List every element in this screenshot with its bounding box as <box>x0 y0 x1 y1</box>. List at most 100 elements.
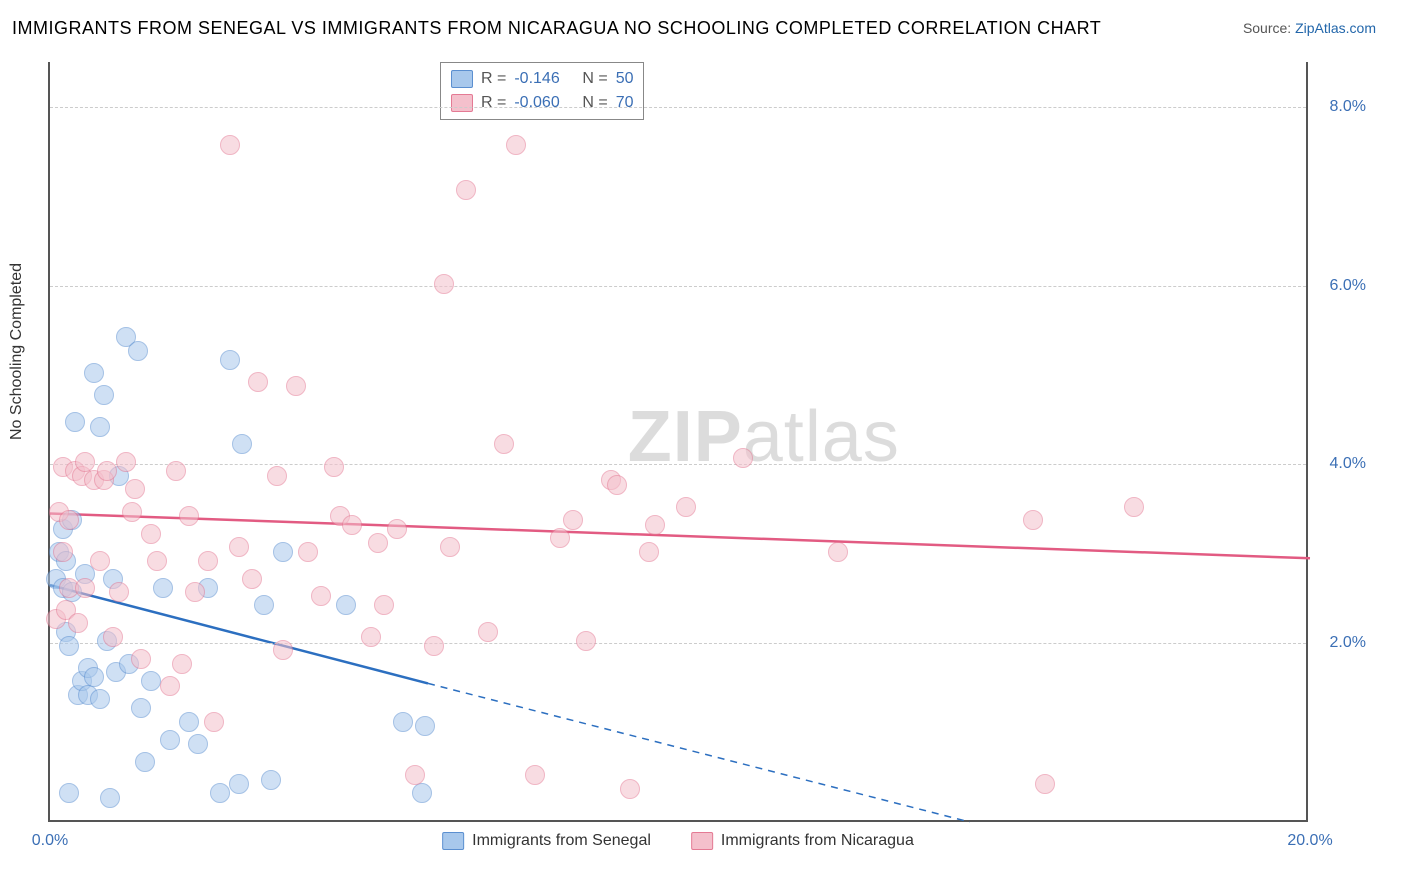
data-point <box>273 640 293 660</box>
data-point <box>440 537 460 557</box>
data-point <box>374 595 394 615</box>
data-point <box>424 636 444 656</box>
data-point <box>387 519 407 539</box>
data-point <box>298 542 318 562</box>
data-point <box>131 649 151 669</box>
data-point <box>336 595 356 615</box>
data-point <box>53 542 73 562</box>
gridline <box>50 643 1306 644</box>
data-point <box>1124 497 1144 517</box>
legend-label: Immigrants from Senegal <box>472 832 651 850</box>
data-point <box>94 385 114 405</box>
data-point <box>342 515 362 535</box>
data-point <box>116 452 136 472</box>
data-point <box>229 537 249 557</box>
data-point <box>128 341 148 361</box>
data-point <box>103 627 123 647</box>
data-point <box>828 542 848 562</box>
y-tick-label: 6.0% <box>1330 277 1366 295</box>
gridline <box>50 286 1306 287</box>
data-point <box>141 671 161 691</box>
legend-item: Immigrants from Nicaragua <box>691 832 914 850</box>
data-point <box>179 506 199 526</box>
x-tick-label: 20.0% <box>1287 832 1332 850</box>
legend-swatch <box>442 832 464 850</box>
data-point <box>188 734 208 754</box>
n-value: 50 <box>616 70 634 88</box>
source-attribution: Source: ZipAtlas.com <box>1243 20 1376 36</box>
data-point <box>90 417 110 437</box>
data-point <box>90 689 110 709</box>
data-point <box>59 636 79 656</box>
n-value: 70 <box>616 94 634 112</box>
legend-label: Immigrants from Nicaragua <box>721 832 914 850</box>
data-point <box>1035 774 1055 794</box>
data-point <box>550 528 570 548</box>
y-tick-label: 8.0% <box>1330 98 1366 116</box>
data-point <box>59 510 79 530</box>
data-point <box>311 586 331 606</box>
data-point <box>84 667 104 687</box>
data-point <box>267 466 287 486</box>
data-point <box>324 457 344 477</box>
data-point <box>620 779 640 799</box>
data-point <box>84 363 104 383</box>
data-point <box>607 475 627 495</box>
data-point <box>160 676 180 696</box>
data-point <box>141 524 161 544</box>
r-label: R = <box>481 70 506 88</box>
legend-swatch <box>451 94 473 112</box>
stats-legend-row: R =-0.060N =70 <box>451 91 633 115</box>
data-point <box>248 372 268 392</box>
data-point <box>393 712 413 732</box>
legend-swatch <box>451 70 473 88</box>
plot-area: ZIPatlas R =-0.146N =50R =-0.060N =70 Im… <box>48 62 1308 822</box>
data-point <box>361 627 381 647</box>
data-point <box>220 350 240 370</box>
data-point <box>254 595 274 615</box>
data-point <box>229 774 249 794</box>
legend-item: Immigrants from Senegal <box>442 832 651 850</box>
data-point <box>97 461 117 481</box>
data-point <box>434 274 454 294</box>
data-point <box>405 765 425 785</box>
data-point <box>210 783 230 803</box>
data-point <box>456 180 476 200</box>
data-point <box>273 542 293 562</box>
chart-title: IMMIGRANTS FROM SENEGAL VS IMMIGRANTS FR… <box>12 18 1101 39</box>
data-point <box>1023 510 1043 530</box>
data-point <box>576 631 596 651</box>
stats-legend-box: R = -0.146 N = 50 R =-0.060N =70 <box>440 62 644 120</box>
data-point <box>125 479 145 499</box>
data-point <box>59 783 79 803</box>
data-point <box>90 551 110 571</box>
data-point <box>220 135 240 155</box>
data-point <box>131 698 151 718</box>
data-point <box>676 497 696 517</box>
x-tick-label: 0.0% <box>32 832 68 850</box>
r-value: -0.146 <box>514 70 574 88</box>
data-point <box>166 461 186 481</box>
data-point <box>494 434 514 454</box>
data-point <box>733 448 753 468</box>
source-link[interactable]: ZipAtlas.com <box>1295 20 1376 36</box>
data-point <box>147 551 167 571</box>
gridline <box>50 107 1306 108</box>
data-point <box>286 376 306 396</box>
data-point <box>172 654 192 674</box>
data-point <box>415 716 435 736</box>
data-point <box>160 730 180 750</box>
data-point <box>153 578 173 598</box>
n-label: N = <box>582 70 607 88</box>
y-tick-label: 4.0% <box>1330 455 1366 473</box>
y-tick-label: 2.0% <box>1330 634 1366 652</box>
data-point <box>506 135 526 155</box>
data-point <box>232 434 252 454</box>
data-point <box>135 752 155 772</box>
data-point <box>645 515 665 535</box>
data-point <box>261 770 281 790</box>
stats-legend-row: R = -0.146 N = 50 <box>451 67 633 91</box>
legend-swatch <box>691 832 713 850</box>
source-label: Source: <box>1243 20 1291 36</box>
data-point <box>204 712 224 732</box>
